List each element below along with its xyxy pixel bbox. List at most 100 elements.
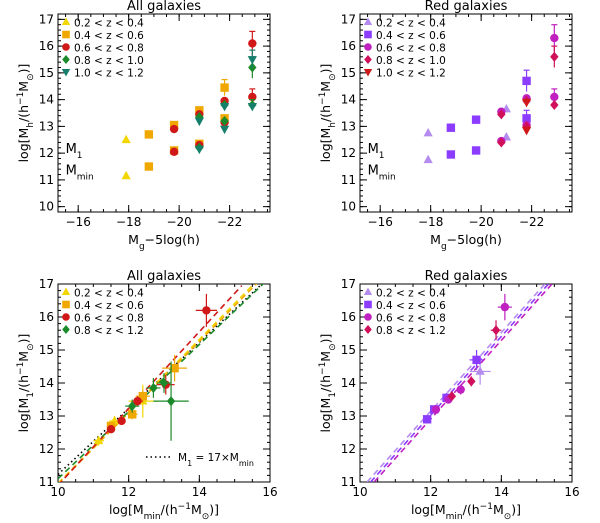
- y-tick-label: 15: [341, 343, 356, 357]
- data-point-circle: [248, 39, 257, 48]
- legend-label: 0.8 < z < 1.2: [376, 325, 446, 337]
- x-axis-label: log[Mmin/(h−1M⊙)]: [109, 502, 219, 522]
- legend-label: 0.6 < z < 0.8: [74, 43, 144, 55]
- x-axis-label: Mg−5log(h): [128, 232, 200, 252]
- data-point-square: [446, 150, 456, 159]
- data-point-square: [471, 115, 481, 124]
- legend-label: 0.2 < z < 0.4: [376, 18, 446, 30]
- chart-title: Red galaxies: [425, 269, 508, 284]
- data-point-diamond: [149, 382, 158, 393]
- y-tick-label: 17: [341, 12, 356, 26]
- legend-label: 0.8 < z < 1.0: [74, 55, 144, 67]
- legend-label: 0.2 < z < 0.4: [74, 18, 144, 30]
- data-point-square: [471, 146, 481, 155]
- x-tick-label: −22: [519, 215, 544, 229]
- data-point-square: [522, 114, 531, 123]
- panel-bottom-left: All galaxies 10 12 14 16 11 12 13 14 15 16 17 log[Mm…: [16, 269, 278, 522]
- x-tick-label: −18: [418, 215, 443, 229]
- y-tick-label: 15: [341, 66, 356, 80]
- y-axis-label: log[M1/(h−1M⊙)]: [318, 334, 338, 433]
- data-point-circle: [431, 405, 441, 414]
- y-tick-label: 11: [39, 173, 54, 187]
- legend-marker: [364, 324, 372, 335]
- data-point-square: [128, 410, 137, 419]
- data-point-triangle-up: [423, 128, 433, 137]
- data-point-square: [472, 355, 481, 365]
- x-tick-label: 16: [564, 485, 579, 499]
- x-tick-label: 10: [352, 485, 367, 499]
- y-tick-label: 11: [341, 173, 356, 187]
- data-point-triangle-up: [423, 154, 433, 164]
- y-tick-label: 12: [341, 442, 356, 456]
- legend-marker: [364, 54, 372, 65]
- data-point-triangle-up: [121, 170, 131, 180]
- plot-area: [423, 24, 559, 164]
- data-point-triangle-up: [121, 134, 131, 144]
- y-tick-label: 11: [341, 475, 356, 489]
- data-point-square: [170, 363, 179, 373]
- x-tick-label: −20: [166, 215, 191, 229]
- data-point-triangle-down: [521, 127, 532, 136]
- y-tick-label: 12: [39, 442, 54, 456]
- data-point-diamond: [159, 377, 169, 389]
- y-tick-label: 15: [39, 343, 54, 357]
- legend-label: 0.8 < z < 1.0: [376, 55, 446, 67]
- data-point-diamond: [550, 99, 559, 111]
- legend-marker: [363, 287, 373, 296]
- legend-marker: [62, 324, 70, 335]
- y-axis-label: log[M1/(h−1M⊙)]: [16, 334, 36, 433]
- data-point-circle: [133, 396, 142, 406]
- x-axis-label: log[Mmin/(h−1M⊙)]: [411, 502, 521, 522]
- y-tick-label: 13: [341, 409, 356, 423]
- y-tick-label: 13: [39, 409, 54, 423]
- annotation-label: M1: [66, 142, 83, 161]
- data-point-triangle-up: [475, 366, 485, 375]
- x-tick-label: −16: [66, 215, 91, 229]
- legend-label: 0.4 < z < 0.6: [376, 300, 446, 312]
- panel-top-left: All galaxies −16 −18 −20 −22 10 11 12 13 14 15 16 17…: [16, 0, 271, 252]
- legend-marker: [62, 30, 70, 39]
- legend-label: 0.6 < z < 0.8: [74, 313, 144, 325]
- legend-label: 1.0 < z < 1.2: [74, 68, 144, 80]
- legend-marker: [61, 287, 71, 296]
- legend-marker: [364, 300, 372, 309]
- legend-label: 0.4 < z < 0.6: [376, 30, 446, 42]
- data-point-square: [422, 415, 432, 424]
- legend-marker: [62, 43, 70, 51]
- panel-bottom-right: Red galaxies 10 12 14 16 11 12 13 14 15 16 17 log[Mm…: [318, 269, 580, 522]
- legend-marker: [364, 313, 372, 321]
- data-point-diamond: [497, 137, 506, 148]
- y-tick-label: 17: [39, 277, 54, 291]
- data-point-triangle-down: [194, 117, 204, 127]
- data-point-diamond: [497, 109, 506, 120]
- fit-line-green: [58, 284, 265, 480]
- data-point-diamond: [220, 115, 229, 127]
- data-point-circle: [550, 92, 559, 102]
- y-tick-label: 14: [341, 93, 356, 107]
- y-tick-label: 11: [39, 475, 54, 489]
- fit-line-magenta: [373, 284, 554, 482]
- legend-label: 0.2 < z < 0.4: [376, 288, 446, 300]
- x-tick-label: 16: [262, 485, 277, 499]
- data-point-diamond: [491, 325, 501, 336]
- legend-label: 0.4 < z < 0.6: [74, 30, 144, 42]
- data-point-circle: [106, 425, 116, 434]
- x-tick-label: −20: [468, 215, 493, 229]
- x-tick-label: 12: [121, 485, 136, 499]
- data-point-circle: [456, 385, 465, 394]
- annotation-label: Mmin: [368, 164, 396, 183]
- legend-label: 0.2 < z < 0.4: [74, 288, 144, 300]
- y-axis-label: log[Mh/(h−1M⊙)]: [318, 64, 338, 163]
- legend-marker: [363, 68, 373, 77]
- x-tick-label: −16: [368, 215, 393, 229]
- data-point-square: [220, 83, 229, 92]
- data-point-square: [138, 392, 147, 401]
- chart-title: All galaxies: [127, 269, 201, 284]
- legend-marker: [62, 300, 70, 309]
- x-tick-label: 14: [192, 485, 207, 499]
- y-tick-label: 12: [39, 146, 54, 160]
- x-tick-label: 14: [494, 485, 509, 499]
- note-label: M1 = 17×Mmin: [178, 452, 254, 468]
- plot-area: [121, 30, 257, 180]
